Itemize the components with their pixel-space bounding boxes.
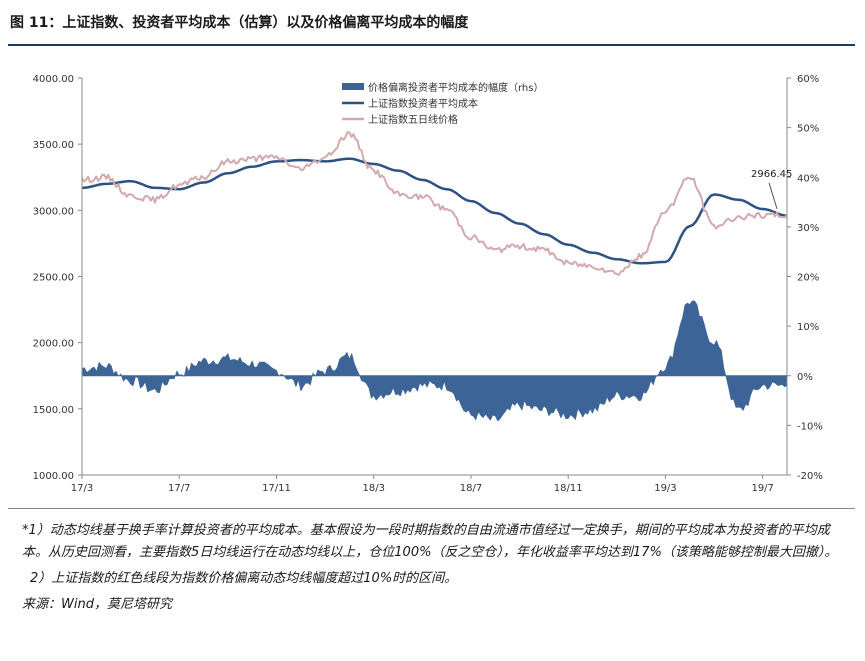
note-2: 2）上证指数的红色线段为指数价格偏离动态均线幅度超过10%时的区间。 <box>30 571 458 586</box>
x-tick-label: 17/7 <box>168 483 190 494</box>
y-right-tick-label: 30% <box>797 223 819 234</box>
y-left-tick-label: 3000.00 <box>33 206 74 217</box>
x-tick-label: 17/11 <box>262 483 291 494</box>
annotation-leader <box>768 182 778 209</box>
y-right-tick-label: 50% <box>797 124 819 135</box>
note-1: *1）动态均线基于换手率计算投资者的平均成本。基本假设为一段时期指数的自由流通市… <box>22 523 838 560</box>
y-left-tick-label: 4000.00 <box>33 74 74 85</box>
x-tick-label: 18/11 <box>554 483 583 494</box>
y-right-tick-label: 20% <box>797 273 819 284</box>
y-right-tick-label: -20% <box>797 471 823 482</box>
five-day-price-line <box>81 131 788 276</box>
y-left-tick-label: 1000.00 <box>33 471 74 482</box>
title-rule <box>8 44 855 46</box>
y-right-tick-label: 0% <box>797 372 813 383</box>
x-tick-label: 17/3 <box>71 483 93 494</box>
y-right-tick-label: 10% <box>797 322 819 333</box>
y-right-tick-label: -10% <box>797 421 823 432</box>
annotation-label: 2966.45 <box>751 169 792 180</box>
figure-title: 图 11：上证指数、投资者平均成本（估算）以及价格偏离平均成本的幅度 <box>10 15 469 31</box>
y-right-tick-label: 60% <box>797 74 819 85</box>
legend-label: 价格偏离投资者平均成本的幅度（rhs） <box>368 81 543 94</box>
deviation-area <box>81 300 788 422</box>
legend-label: 上证指数投资者平均成本 <box>368 97 478 110</box>
y-left-tick-label: 2000.00 <box>33 339 74 350</box>
chart: 4000.00 3500.00 3000.00 2500.00 2000.00 1500.… <box>33 74 823 494</box>
x-tick-label: 18/3 <box>362 483 384 494</box>
y-left-tick-label: 3500.00 <box>33 140 74 151</box>
x-tick-label: 19/7 <box>751 483 773 494</box>
notes: *1）动态均线基于换手率计算投资者的平均成本。基本假设为一段时期指数的自由流通市… <box>22 520 847 616</box>
notes-rule <box>8 508 855 509</box>
legend-swatch-area <box>342 83 364 90</box>
avg-cost-line <box>81 157 788 265</box>
y-left-tick-label: 1500.00 <box>33 405 74 416</box>
y-left-tick-label: 2500.00 <box>33 273 74 284</box>
x-tick-label: 19/3 <box>654 483 676 494</box>
y-right-tick-label: 40% <box>797 173 819 184</box>
x-tick-label: 18/7 <box>460 483 482 494</box>
legend-label: 上证指数五日线价格 <box>368 113 458 126</box>
source: 来源：Wind，莫尼塔研究 <box>22 597 172 612</box>
